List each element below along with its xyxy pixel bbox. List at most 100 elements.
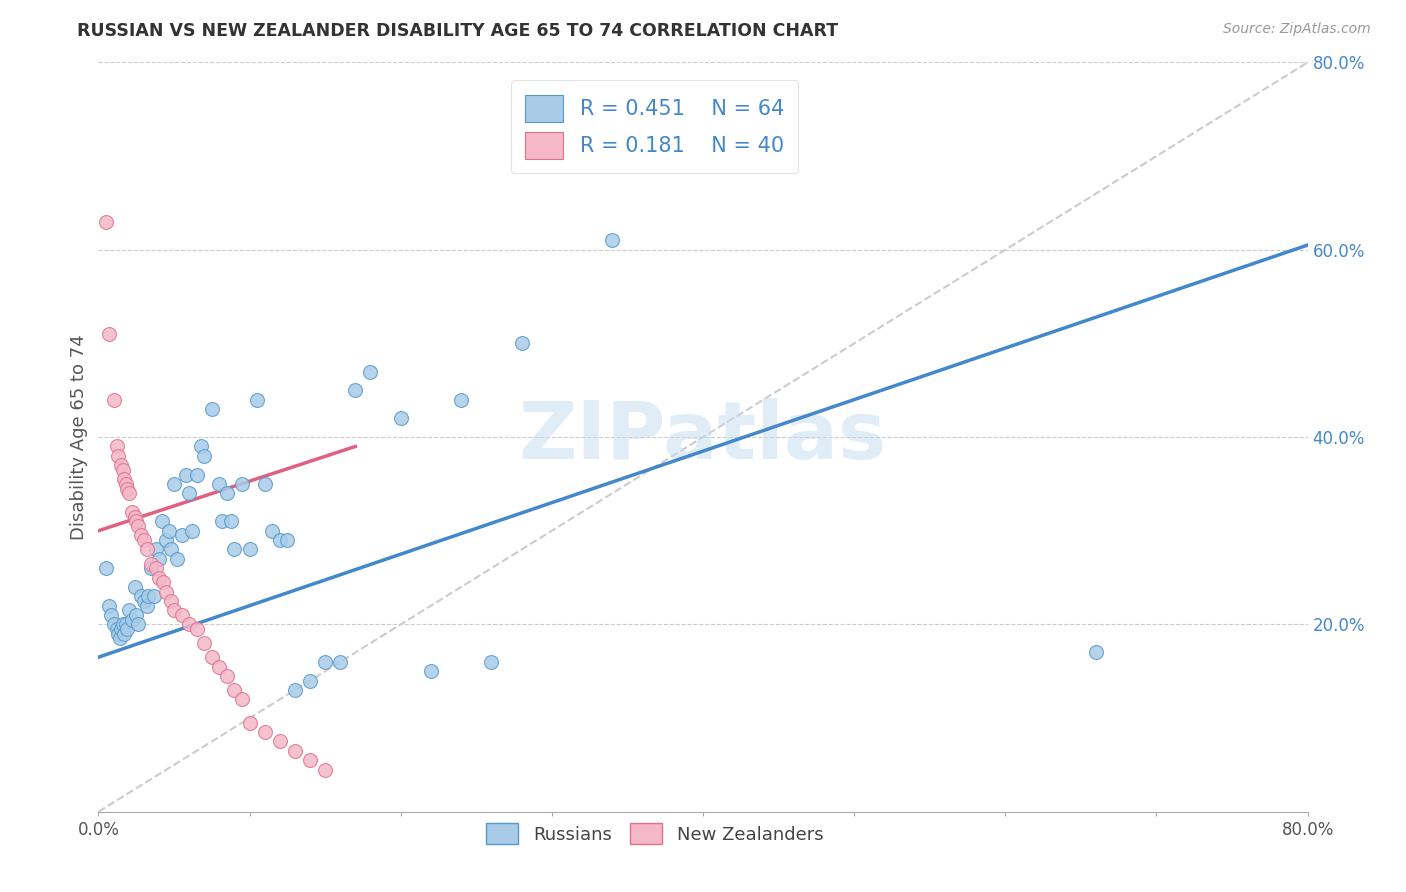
Point (389, 411, 412, 425)
Point (94, 561, 117, 575)
Point (160, 542, 183, 557)
Point (224, 683, 246, 698)
Point (135, 542, 157, 557)
Point (239, 542, 262, 557)
Point (602, 233, 624, 247)
Point (121, 613, 143, 627)
Point (121, 505, 143, 519)
Point (360, 365, 382, 379)
Point (136, 590, 159, 604)
Point (110, 622, 132, 636)
Point (107, 626, 129, 640)
Point (215, 486, 238, 500)
Point (170, 608, 193, 623)
Point (135, 599, 157, 613)
Point (231, 476, 253, 491)
Point (108, 632, 131, 646)
Point (100, 608, 122, 623)
Point (94, 214, 117, 228)
Point (110, 458, 132, 473)
Point (299, 753, 322, 767)
Point (152, 575, 174, 590)
Point (269, 734, 291, 748)
Point (186, 622, 208, 636)
Point (105, 440, 128, 453)
Point (115, 482, 138, 496)
Point (98, 599, 121, 613)
Point (201, 650, 224, 665)
Point (124, 580, 146, 594)
Point (284, 744, 307, 758)
Legend: Russians, New Zealanders: Russians, New Zealanders (478, 816, 831, 851)
Point (132, 594, 155, 608)
Point (129, 528, 152, 542)
Point (150, 514, 173, 528)
Point (224, 542, 246, 557)
Text: Source: ZipAtlas.com: Source: ZipAtlas.com (1223, 22, 1371, 37)
Point (329, 655, 352, 669)
Point (211, 514, 233, 528)
Point (145, 561, 167, 575)
Y-axis label: Disability Age 65 to 74: Disability Age 65 to 74 (70, 334, 89, 540)
Point (127, 519, 149, 533)
Point (125, 514, 148, 528)
Point (159, 524, 181, 538)
Point (299, 673, 322, 688)
Point (253, 476, 276, 491)
Point (125, 608, 148, 623)
Point (115, 622, 138, 636)
Point (155, 584, 177, 599)
Point (179, 617, 201, 632)
Point (208, 476, 231, 491)
Point (107, 449, 129, 463)
Point (481, 655, 503, 669)
Point (112, 626, 135, 640)
Point (141, 561, 163, 575)
Point (269, 533, 291, 547)
Point (163, 476, 186, 491)
Point (201, 401, 224, 416)
Point (143, 590, 166, 604)
Point (166, 551, 188, 566)
Point (510, 336, 533, 351)
Text: RUSSIAN VS NEW ZEALANDER DISABILITY AGE 65 TO 74 CORRELATION CHART: RUSSIAN VS NEW ZEALANDER DISABILITY AGE … (77, 22, 838, 40)
Point (190, 440, 212, 453)
Point (155, 533, 177, 547)
Point (105, 622, 128, 636)
Point (111, 617, 134, 632)
Point (124, 509, 146, 524)
Point (112, 472, 135, 486)
Point (314, 763, 336, 777)
Point (160, 594, 183, 608)
Point (314, 655, 336, 669)
Point (174, 467, 197, 482)
Point (170, 528, 193, 542)
Point (221, 514, 243, 528)
Point (103, 392, 125, 407)
Point (148, 571, 170, 585)
Point (186, 467, 208, 482)
Point (163, 603, 186, 617)
Point (284, 683, 307, 698)
Point (181, 524, 204, 538)
Point (276, 533, 298, 547)
Point (98, 326, 121, 341)
Point (193, 636, 215, 650)
Point (253, 725, 276, 739)
Point (450, 392, 472, 407)
Point (179, 486, 201, 500)
Point (114, 476, 136, 491)
Point (208, 659, 231, 673)
Point (114, 617, 136, 632)
Point (132, 533, 155, 547)
Point (145, 542, 167, 557)
Point (148, 551, 170, 566)
Point (239, 715, 262, 730)
Point (118, 486, 141, 500)
Point (215, 669, 238, 683)
Point (231, 692, 253, 706)
Point (141, 557, 163, 571)
Point (262, 524, 284, 538)
Point (1085, 646, 1108, 660)
Point (420, 664, 443, 679)
